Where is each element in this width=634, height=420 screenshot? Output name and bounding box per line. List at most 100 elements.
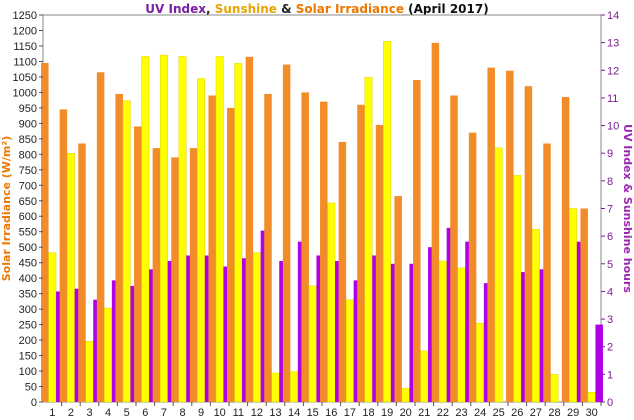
bar-irradiance-21 xyxy=(413,80,421,403)
y1-tick-label: 1200 xyxy=(13,25,37,37)
bar-sunshine-25 xyxy=(494,147,503,403)
bar-irradiance-2 xyxy=(59,109,68,402)
y2-axis-label: UV Index & Sunshine hours xyxy=(621,124,634,293)
y1-tick-label: 950 xyxy=(19,103,37,115)
bar-sunshine-13 xyxy=(271,372,280,403)
bar-irradiance-10 xyxy=(208,95,216,402)
x-tick-label: 1 xyxy=(49,407,55,419)
x-tick-label: 7 xyxy=(161,407,167,419)
y1-tick-label: 1150 xyxy=(13,41,37,53)
y1-tick-label: 500 xyxy=(19,242,37,254)
bar-irradiance-23 xyxy=(450,95,458,402)
bar-sunshine-4 xyxy=(104,307,113,403)
x-tick-label: 12 xyxy=(251,407,263,419)
bar-irradiance-14 xyxy=(282,64,291,402)
x-tick-label: 2 xyxy=(68,407,74,419)
x-tick-label: 20 xyxy=(400,407,412,419)
bars xyxy=(41,41,603,403)
y1-tick-label: 750 xyxy=(19,165,37,177)
bar-sunshine-6 xyxy=(141,56,150,403)
bar-sunshine-19 xyxy=(383,41,392,403)
bar-sunshine-8 xyxy=(178,56,187,403)
y1-tick-label: 900 xyxy=(19,118,37,130)
title-part-5: (April 2017) xyxy=(404,2,489,16)
y2-tick-label: 4 xyxy=(607,286,613,298)
x-tick-label: 11 xyxy=(233,407,244,419)
bar-sunshine-14 xyxy=(290,371,299,403)
bar-sunshine-11 xyxy=(234,63,243,403)
bar-sunshine-7 xyxy=(159,54,168,403)
title-part-4: Solar Irradiance xyxy=(296,2,404,16)
bar-irradiance-8 xyxy=(171,157,179,402)
y2-tick-label: 3 xyxy=(607,314,613,326)
bar-irradiance-9 xyxy=(189,148,198,402)
bar-irradiance-4 xyxy=(96,72,105,402)
bar-irradiance-19 xyxy=(375,124,384,403)
bar-sunshine-1 xyxy=(48,252,57,403)
bar-irradiance-27 xyxy=(524,86,533,402)
y1-tick-label: 1050 xyxy=(13,72,37,84)
bar-sunshine-23 xyxy=(457,267,466,403)
bar-sunshine-22 xyxy=(438,260,447,403)
x-tick-label: 17 xyxy=(344,407,356,419)
bar-irradiance-3 xyxy=(78,143,86,402)
x-tick-label: 24 xyxy=(474,407,486,419)
y1-tick-label: 1000 xyxy=(13,87,37,99)
x-tick-label: 9 xyxy=(198,407,204,419)
y2-tick-label: 12 xyxy=(607,65,619,77)
bar-irradiance-18 xyxy=(357,104,365,402)
x-tick-label: 25 xyxy=(493,407,505,419)
bar-uv-30 xyxy=(595,324,603,402)
title-part-3: & xyxy=(277,2,296,16)
bar-irradiance-24 xyxy=(468,132,477,402)
y2-tick-label: 10 xyxy=(607,121,619,133)
y1-tick-label: 650 xyxy=(19,196,37,208)
bar-irradiance-12 xyxy=(245,56,254,403)
bar-sunshine-17 xyxy=(345,299,354,403)
x-tick-label: 14 xyxy=(288,407,300,419)
bar-sunshine-9 xyxy=(197,78,206,403)
x-tick-label: 8 xyxy=(179,407,185,419)
y1-tick-label: 450 xyxy=(19,258,37,270)
y-axis-label: Solar Irradiance (W/m²) xyxy=(0,136,13,282)
bar-sunshine-20 xyxy=(401,387,410,403)
y1-tick-label: 100 xyxy=(19,366,37,378)
bar-irradiance-30 xyxy=(580,208,588,402)
x-tick-label: 10 xyxy=(214,407,226,419)
bar-irradiance-22 xyxy=(431,42,440,402)
bar-sunshine-16 xyxy=(327,202,336,403)
x-tick-label: 16 xyxy=(325,407,337,419)
x-tick-label: 29 xyxy=(567,407,579,419)
bar-sunshine-27 xyxy=(531,229,540,403)
y1-tick-label: 700 xyxy=(19,180,37,192)
x-tick-label: 6 xyxy=(142,407,148,419)
bar-sunshine-3 xyxy=(85,340,94,403)
x-tick-label: 5 xyxy=(124,407,130,419)
y1-tick-label: 1100 xyxy=(13,56,37,68)
y1-tick-label: 250 xyxy=(19,320,37,332)
bar-sunshine-24 xyxy=(476,323,485,403)
bar-irradiance-13 xyxy=(264,93,272,402)
bar-irradiance-25 xyxy=(487,67,495,402)
x-tick-label: 22 xyxy=(437,407,449,419)
bar-sunshine-12 xyxy=(252,252,261,403)
x-tick-label: 15 xyxy=(307,407,319,419)
y1-tick-label: 0 xyxy=(31,397,37,409)
x-tick-label: 21 xyxy=(418,407,430,419)
y1-tick-label: 300 xyxy=(19,304,37,316)
bar-sunshine-30 xyxy=(587,392,596,403)
bar-sunshine-5 xyxy=(122,100,131,403)
bar-irradiance-28 xyxy=(543,143,551,402)
y1-tick-label: 800 xyxy=(19,149,37,161)
y1-tick-label: 150 xyxy=(19,351,37,363)
title-part-2: Sunshine xyxy=(215,2,277,16)
y1-tick-label: 200 xyxy=(19,335,37,347)
bar-irradiance-16 xyxy=(320,101,328,403)
y2-tick-label: 0 xyxy=(607,397,613,409)
x-tick-label: 30 xyxy=(586,407,598,419)
x-tick-label: 18 xyxy=(362,407,374,419)
y2-tick-label: 6 xyxy=(607,231,613,243)
bar-irradiance-11 xyxy=(227,107,235,402)
bar-sunshine-18 xyxy=(364,76,373,403)
y2-tick-label: 8 xyxy=(607,176,613,188)
